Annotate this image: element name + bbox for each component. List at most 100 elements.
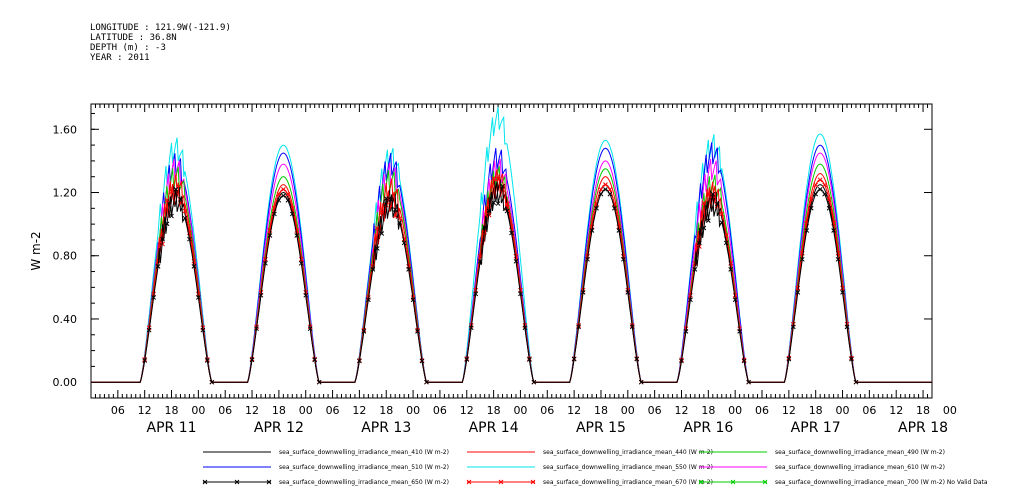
series-marker [844, 324, 850, 330]
series-marker [804, 228, 810, 233]
legend-label: sea_surface_downwelling_irradiance_mean_… [279, 449, 449, 456]
series-marker [500, 183, 505, 189]
series-marker [571, 356, 577, 362]
series-marker [589, 228, 595, 233]
legend-label: sea_surface_downwelling_irradiance_mean_… [775, 464, 945, 471]
series-marker [142, 358, 148, 363]
series-marker [634, 356, 640, 362]
series-marker [625, 290, 631, 295]
series-marker [603, 182, 608, 187]
series-marker [719, 211, 725, 217]
x-tick-label: 18 [165, 404, 179, 417]
legend-item: sea_surface_downwelling_irradiance_mean_… [698, 479, 988, 486]
x-tick-label: 00 [943, 404, 957, 417]
series-marker [254, 326, 259, 332]
series-marker [741, 358, 747, 364]
legend-item: sea_surface_downwelling_irradiance_mean_… [466, 479, 713, 486]
x-tick-label: 06 [326, 404, 340, 417]
series-marker [401, 240, 407, 246]
series-marker [826, 197, 832, 203]
y-axis-label: W m-2 [29, 231, 43, 270]
series-marker [835, 256, 841, 262]
x-date-label: APR 18 [898, 420, 948, 436]
series-marker [169, 213, 174, 219]
series-line [91, 107, 932, 383]
series-marker [365, 297, 371, 303]
series-marker [294, 233, 300, 238]
series-marker [361, 329, 367, 334]
series-marker [817, 177, 823, 183]
legend-item: sea_surface_downwelling_irradiance_mean_… [467, 449, 713, 456]
series-marker [267, 233, 273, 238]
x-tick-label: 18 [379, 404, 393, 417]
x-tick-label: 18 [487, 404, 501, 417]
x-tick-label: 06 [433, 404, 447, 417]
x-tick-label: 00 [836, 404, 850, 417]
x-tick-label: 12 [352, 404, 366, 417]
series-marker [705, 218, 711, 223]
legend-marker [530, 479, 536, 485]
series-marker [204, 358, 210, 363]
x-tick-label: 06 [755, 404, 769, 417]
series-marker [263, 260, 268, 266]
series-mean_650 [91, 181, 932, 385]
x-tick-label: 00 [406, 404, 420, 417]
series-marker [155, 263, 161, 269]
series-marker [209, 379, 215, 385]
series-marker [723, 240, 729, 246]
series-marker [840, 290, 845, 295]
x-tick-label: 18 [594, 404, 608, 417]
series-marker [688, 297, 693, 303]
series-marker [594, 205, 599, 211]
series-marker [701, 200, 707, 206]
series-marker [473, 291, 479, 297]
x-tick-label: 18 [809, 404, 823, 417]
series-marker [822, 191, 827, 197]
series-marker [486, 208, 492, 214]
series-marker [504, 201, 510, 207]
series-marker [173, 187, 179, 192]
series-layer [91, 107, 932, 385]
series-marker [513, 258, 519, 264]
series-marker [799, 256, 805, 262]
legend-marker [466, 479, 472, 485]
series-marker [683, 329, 689, 334]
year-label: YEAR : 2011 [90, 53, 150, 63]
series-marker [714, 201, 720, 207]
series-marker [585, 256, 590, 262]
y-tick-label: 0.40 [53, 313, 78, 326]
x-tick-label: 00 [513, 404, 527, 417]
legend-label: sea_surface_downwelling_irradiance_mean_… [543, 449, 713, 456]
series-marker [598, 187, 604, 192]
x-tick-label: 00 [191, 404, 205, 417]
y-tick-label: 1.20 [53, 187, 78, 200]
series-marker [307, 326, 313, 332]
x-tick-label: 06 [862, 404, 876, 417]
series-marker [276, 191, 282, 197]
series-marker [272, 211, 277, 217]
x-tick-label: 00 [299, 404, 313, 417]
series-marker [477, 258, 483, 264]
legend-label: sea_surface_downwelling_irradiance_mean_… [775, 449, 945, 456]
series-marker [383, 196, 389, 201]
series-marker [491, 176, 496, 181]
series-marker [196, 295, 201, 300]
legend-marker [762, 479, 768, 485]
x-tick-label: 12 [567, 404, 581, 417]
longitude-label: LONGITUDE : 121.9W(-121.9) [90, 23, 231, 33]
y-tick-label: 0.80 [53, 250, 78, 263]
series-marker [531, 379, 537, 385]
x-tick-label: 12 [782, 404, 796, 417]
legend-label: sea_surface_downwelling_irradiance_mean_… [543, 479, 713, 486]
series-marker [746, 379, 751, 385]
x-tick-label: 06 [111, 404, 125, 417]
series-marker [164, 221, 170, 227]
legend-marker [498, 479, 504, 485]
series-marker [316, 379, 322, 385]
x-date-label: APR 14 [469, 420, 519, 436]
series-marker [379, 231, 385, 236]
series-mean_610 [91, 152, 932, 383]
series-marker [629, 324, 635, 330]
series-marker [612, 205, 617, 211]
